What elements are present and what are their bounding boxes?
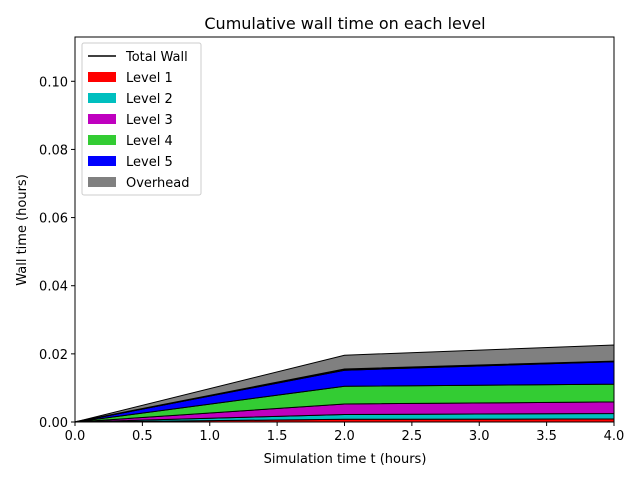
y-tick-label: 0.10 [39,75,68,90]
x-axis-label: Simulation time t (hours) [264,452,427,467]
total-wall-line-group [74,360,615,423]
legend-swatch-level-5 [88,156,116,166]
x-tick-label: 2.5 [402,429,423,444]
x-tick-label: 3.0 [469,429,490,444]
legend-swatch-level-3 [88,114,116,124]
legend-label-level-5: Level 5 [126,155,173,170]
legend-label-level-3: Level 3 [126,113,173,128]
x-tick-label: 1.5 [267,429,288,444]
y-axis-label: Wall time (hours) [15,174,30,286]
legend-label-total-wall: Total Wall [125,50,188,65]
y-tick-label: 0.02 [39,348,68,363]
y-axis-ticks: 0.00 0.02 0.04 0.06 0.08 0.10 [39,75,75,431]
area-layers [74,344,615,423]
y-tick-label: 0.00 [39,416,68,431]
legend-label-overhead: Overhead [126,176,190,191]
legend-label-level-2: Level 2 [126,92,173,107]
x-tick-label: 2.0 [334,429,355,444]
legend-swatch-level-2 [88,93,116,103]
x-tick-label: 4.0 [604,429,625,444]
chart-title: Cumulative wall time on each level [204,14,485,33]
legend-label-level-1: Level 1 [126,71,173,86]
legend: Total Wall Level 1 Level 2 Level 3 Level 4 Le… [81,42,202,196]
y-tick-label: 0.06 [39,212,68,227]
x-tick-label: 3.5 [536,429,557,444]
legend-label-level-4: Level 4 [126,134,173,149]
legend-swatch-overhead [88,177,116,187]
legend-swatch-level-4 [88,135,116,145]
x-axis-ticks: 0.0 0.5 1.0 1.5 2.0 2.5 3.0 3.5 4.0 [65,422,625,444]
x-tick-label: 0.0 [65,429,86,444]
x-tick-label: 1.0 [199,429,220,444]
y-tick-label: 0.08 [39,143,68,158]
x-tick-label: 0.5 [132,429,153,444]
total-wall-line [74,360,615,423]
legend-swatch-level-1 [88,72,116,82]
y-tick-label: 0.04 [39,280,68,295]
